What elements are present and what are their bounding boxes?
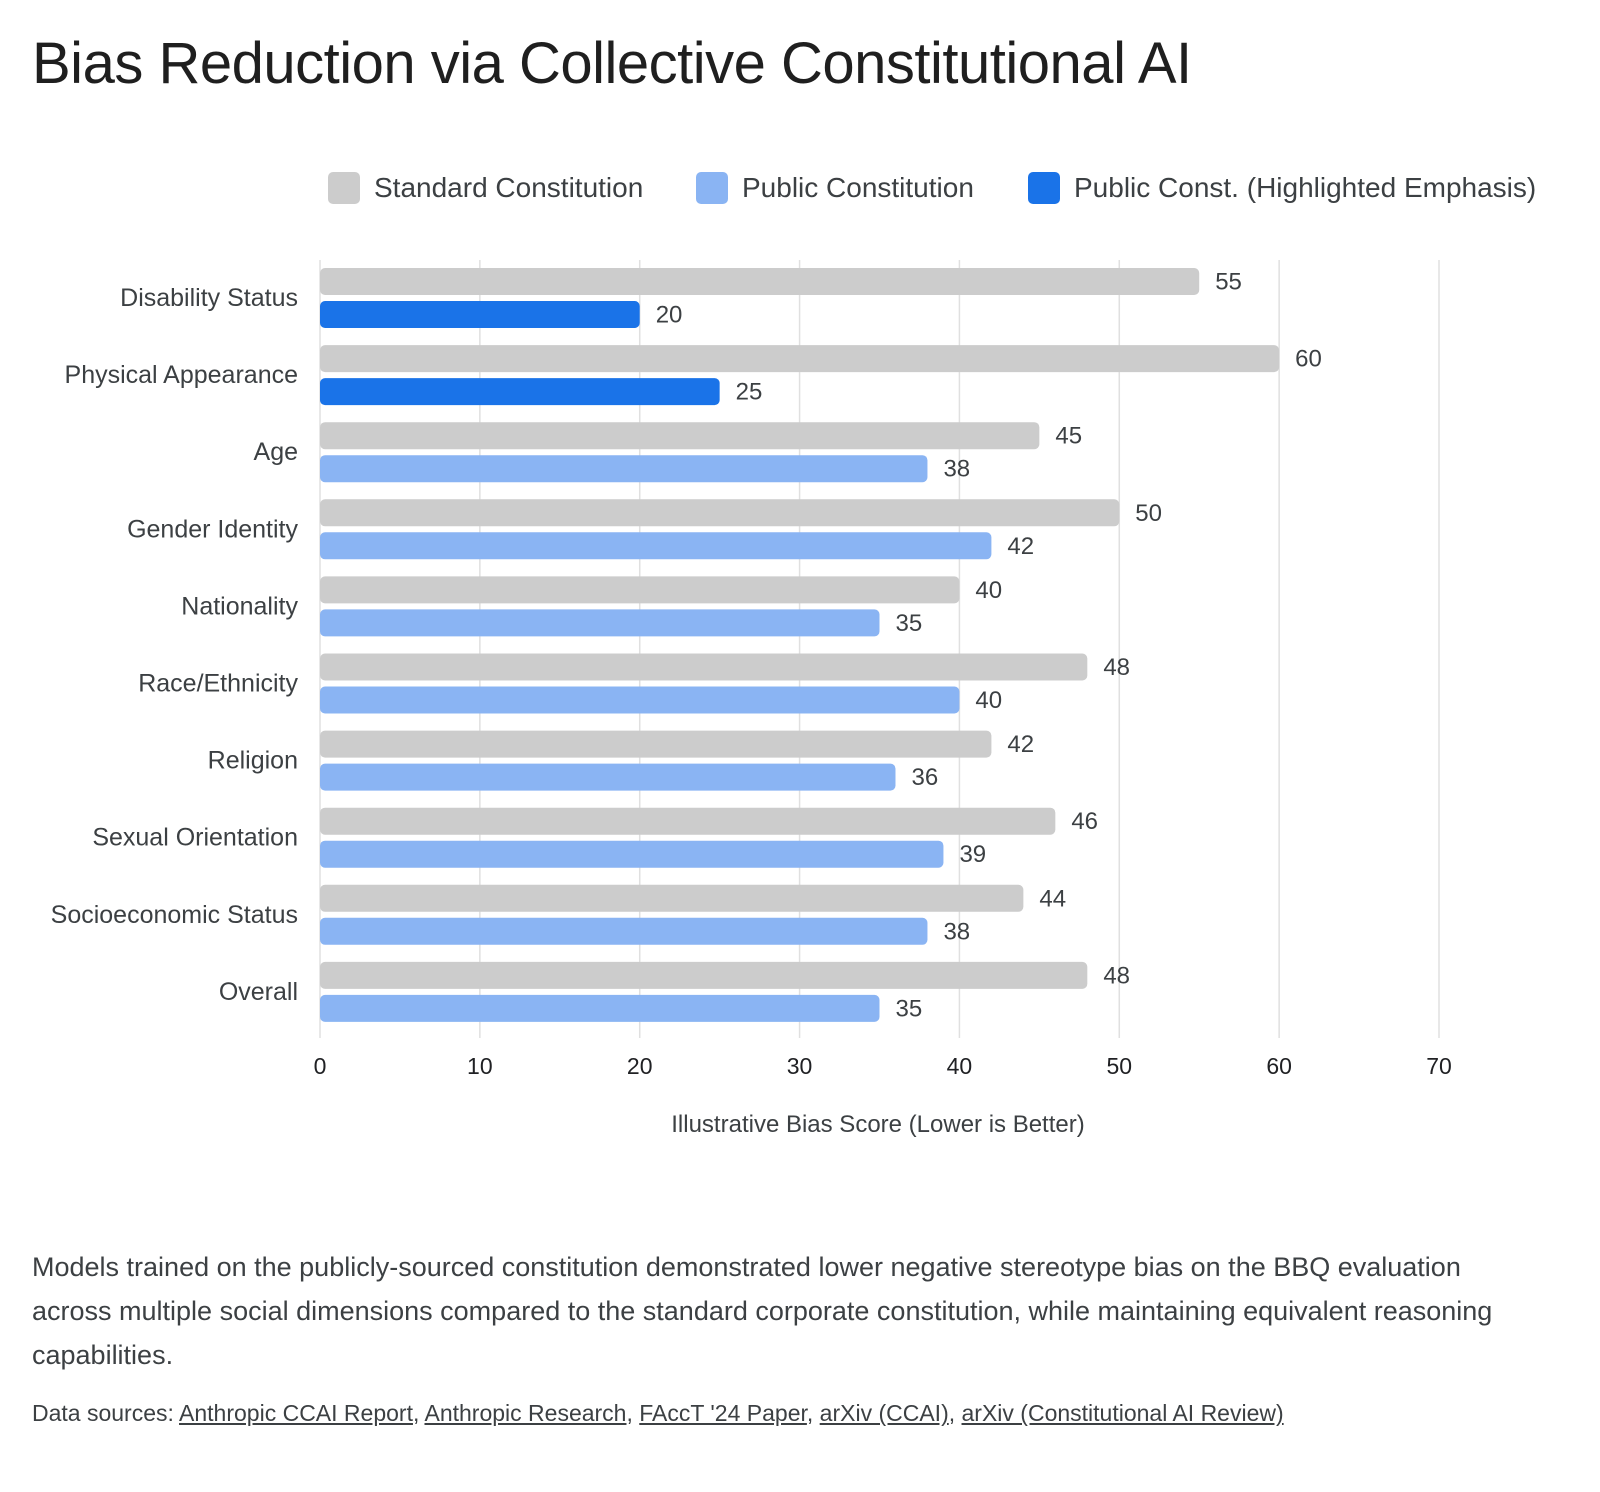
data-label-public: 38 — [943, 918, 970, 945]
bar-standard — [320, 730, 992, 758]
category-label: Gender Identity — [127, 515, 298, 543]
bar-public-highlighted — [320, 301, 640, 328]
bar-chart: 5520602545385042403548404236463944384835… — [51, 260, 1452, 1138]
data-label-standard: 46 — [1071, 808, 1098, 835]
x-tick-label: 50 — [1106, 1053, 1132, 1079]
x-axis-label: Illustrative Bias Score (Lower is Better… — [671, 1111, 1084, 1138]
chart-description: Models trained on the publicly-sourced c… — [32, 1252, 1493, 1370]
data-label-public: 39 — [959, 841, 986, 868]
bar-public — [320, 686, 960, 714]
data-label-public: 38 — [943, 456, 970, 483]
category-label: Race/Ethnicity — [138, 670, 298, 698]
legend-item-highlight: Public Const. (Highlighted Emphasis) — [1028, 172, 1536, 204]
data-sources: Data sources: Anthropic CCAI Report, Ant… — [32, 1400, 1284, 1426]
sources-prefix: Data sources: — [32, 1400, 174, 1426]
bar-public — [320, 994, 880, 1022]
source-link-facct-paper[interactable]: FAccT '24 Paper — [639, 1400, 807, 1426]
x-tick-label: 0 — [314, 1053, 327, 1079]
legend-label-public: Public Constitution — [742, 172, 974, 203]
x-tick-label: 20 — [627, 1053, 653, 1079]
x-axis-ticks: 0 10 20 30 40 50 60 70 — [314, 1053, 1452, 1079]
legend-label-highlight: Public Const. (Highlighted Emphasis) — [1074, 172, 1537, 203]
category-labels: Disability Status Physical Appearance Age G… — [51, 284, 299, 1006]
data-label-public: 36 — [911, 764, 938, 791]
legend-swatch-highlight — [1028, 172, 1060, 204]
data-label-standard: 60 — [1295, 346, 1322, 373]
legend-item-public: Public Constitution — [696, 172, 974, 204]
source-link-arxiv-ccai[interactable]: arXiv (CCAI) — [819, 1400, 949, 1426]
data-label-standard: 50 — [1135, 500, 1162, 527]
bar-standard — [320, 499, 1120, 527]
source-link-arxiv-review[interactable]: arXiv (Constitutional AI Review) — [961, 1400, 1284, 1426]
data-label-standard: 40 — [975, 577, 1002, 604]
category-label: Socioeconomic Status — [51, 901, 298, 929]
bar-public — [320, 840, 944, 868]
data-label-standard: 48 — [1103, 962, 1130, 989]
data-label-public: 35 — [896, 995, 923, 1022]
data-label-standard: 44 — [1039, 885, 1066, 912]
category-label: Disability Status — [120, 284, 298, 312]
data-label-public: 25 — [736, 379, 763, 406]
bar-standard — [320, 961, 1088, 989]
bar-public — [320, 609, 880, 637]
bar-standard — [320, 653, 1088, 681]
chart-title: Bias Reduction via Collective Constituti… — [32, 31, 1192, 96]
data-label-public: 40 — [975, 687, 1002, 714]
legend-label-standard: Standard Constitution — [374, 172, 644, 203]
category-label: Age — [254, 438, 298, 466]
data-label-public: 20 — [656, 302, 683, 329]
x-tick-label: 40 — [947, 1053, 973, 1079]
category-label: Nationality — [181, 592, 298, 620]
bar-standard — [320, 576, 960, 604]
bar-public-highlighted — [320, 378, 720, 406]
category-label: Physical Appearance — [65, 361, 298, 389]
category-label: Sexual Orientation — [92, 824, 298, 852]
x-tick-label: 60 — [1266, 1053, 1292, 1079]
bar-public — [320, 763, 896, 791]
bar-public — [320, 455, 928, 483]
legend-item-standard: Standard Constitution — [328, 172, 643, 204]
data-label-public: 42 — [1007, 533, 1034, 560]
data-label-standard: 42 — [1007, 731, 1034, 758]
data-label-public: 35 — [896, 610, 923, 637]
x-tick-label: 10 — [467, 1053, 493, 1079]
bar-standard — [320, 422, 1040, 450]
category-label: Religion — [208, 747, 298, 775]
legend: Standard Constitution Public Constitutio… — [0, 172, 1600, 212]
source-link-anthropic-research[interactable]: Anthropic Research — [424, 1400, 627, 1426]
bar-standard — [320, 345, 1280, 373]
data-label-standard: 55 — [1215, 269, 1242, 296]
category-label: Overall — [219, 978, 298, 1006]
bar-standard — [320, 807, 1056, 835]
bar-public — [320, 532, 992, 560]
bar-public — [320, 917, 928, 945]
bar-standard — [320, 884, 1024, 912]
bar-standard — [320, 268, 1200, 295]
data-label-standard: 45 — [1055, 423, 1082, 450]
legend-swatch-public — [696, 172, 728, 204]
x-tick-label: 30 — [787, 1053, 813, 1079]
data-label-standard: 48 — [1103, 654, 1130, 681]
source-link-ccai-report[interactable]: Anthropic CCAI Report — [179, 1400, 413, 1426]
legend-swatch-standard — [328, 172, 360, 204]
x-tick-label: 70 — [1426, 1053, 1452, 1079]
